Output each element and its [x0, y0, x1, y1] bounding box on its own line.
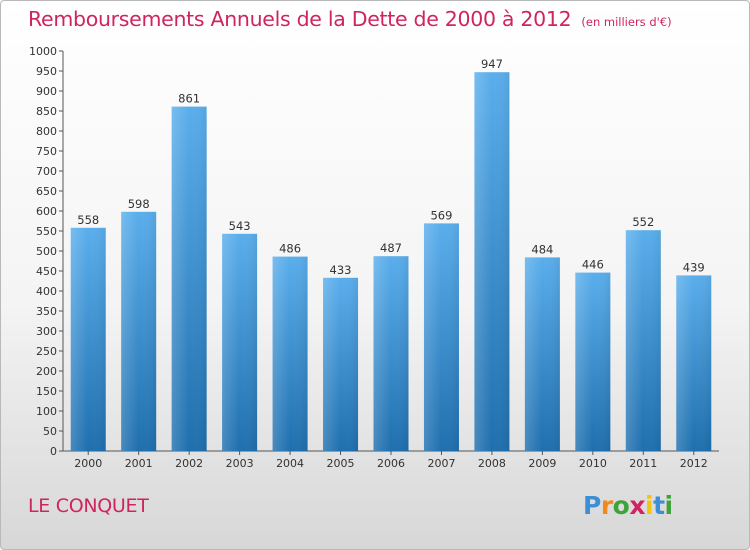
data-label: 439	[683, 260, 705, 274]
y-tick-label: 250	[36, 345, 57, 358]
logo-letter: i	[664, 491, 674, 520]
bar-shine	[575, 272, 611, 451]
y-tick-label: 750	[36, 145, 57, 158]
y-tick-label: 950	[36, 65, 57, 78]
x-tick-label: 2007	[427, 457, 455, 470]
bar-shine	[70, 227, 106, 451]
data-label: 947	[481, 57, 503, 71]
bar-shine	[323, 277, 359, 451]
logo-letter: x	[629, 491, 645, 520]
data-label: 446	[582, 258, 604, 272]
bar-shine	[272, 256, 308, 451]
y-tick-label: 850	[36, 105, 57, 118]
y-tick-label: 350	[36, 305, 57, 318]
y-tick-label: 100	[36, 405, 57, 418]
chart-title: Remboursements Annuels de la Dette de 20…	[28, 7, 672, 31]
data-label: 558	[77, 213, 99, 227]
bars	[70, 72, 712, 451]
data-label: 552	[632, 215, 654, 229]
place-name: LE CONQUET	[28, 495, 149, 517]
data-label: 861	[178, 92, 200, 106]
y-tick-label: 550	[36, 225, 57, 238]
data-label: 486	[279, 242, 301, 256]
bar-shine	[474, 72, 510, 451]
chart-unit: (en milliers d'€)	[581, 15, 672, 29]
y-tick-label: 300	[36, 325, 57, 338]
y-tick-label: 50	[43, 425, 57, 438]
logo-letter: o	[612, 491, 630, 520]
x-tick-label: 2009	[528, 457, 556, 470]
data-label: 598	[128, 197, 150, 211]
logo-letter: i	[645, 491, 654, 520]
x-tick-label: 2000	[74, 457, 102, 470]
y-tick-label: 1000	[29, 45, 57, 58]
logo-letter: r	[600, 491, 613, 520]
x-tick-label: 2011	[629, 457, 657, 470]
x-tick-label: 2001	[125, 457, 153, 470]
y-tick-label: 200	[36, 365, 57, 378]
y-tick-label: 150	[36, 385, 57, 398]
y-tick-label: 800	[36, 125, 57, 138]
bar-shine	[524, 257, 560, 451]
y-tick-label: 500	[36, 245, 57, 258]
x-tick-label: 2008	[478, 457, 506, 470]
x-tick-label: 2012	[680, 457, 708, 470]
y-tick-label: 450	[36, 265, 57, 278]
bar-shine	[625, 230, 661, 451]
bar-shine	[121, 211, 157, 451]
y-tick-label: 600	[36, 205, 57, 218]
logo-letter: P	[583, 491, 601, 520]
x-tick-label: 2004	[276, 457, 304, 470]
proxiti-logo: Proxiti	[583, 491, 673, 520]
bar-shine	[676, 275, 712, 451]
y-tick-label: 900	[36, 85, 57, 98]
data-label: 487	[380, 241, 402, 255]
data-label: 569	[430, 208, 452, 222]
bar-shine	[373, 256, 409, 451]
x-tick-label: 2010	[579, 457, 607, 470]
y-tick-label: 0	[50, 445, 57, 458]
x-tick-label: 2006	[377, 457, 405, 470]
y-tick-label: 650	[36, 185, 57, 198]
data-labels: 558 598 861 543 486 433 487 569 947 484 446 552 439	[77, 57, 704, 277]
data-label: 543	[229, 219, 251, 233]
x-tick-label: 2002	[175, 457, 203, 470]
data-label: 433	[330, 263, 352, 277]
y-tick-label: 700	[36, 165, 57, 178]
bar-shine	[423, 223, 459, 451]
data-label: 484	[531, 242, 553, 256]
y-tick-label: 400	[36, 285, 57, 298]
bar-shine	[222, 233, 258, 451]
chart-title-text: Remboursements Annuels de la Dette de 20…	[28, 7, 572, 31]
x-tick-label: 2003	[226, 457, 254, 470]
logo-letter: t	[653, 491, 665, 520]
axes: 0 50 100 150 200 250 300 350 400 450 500 550 600 650 7…	[29, 45, 719, 470]
bar-shine	[171, 106, 207, 451]
x-tick-label: 2005	[327, 457, 355, 470]
